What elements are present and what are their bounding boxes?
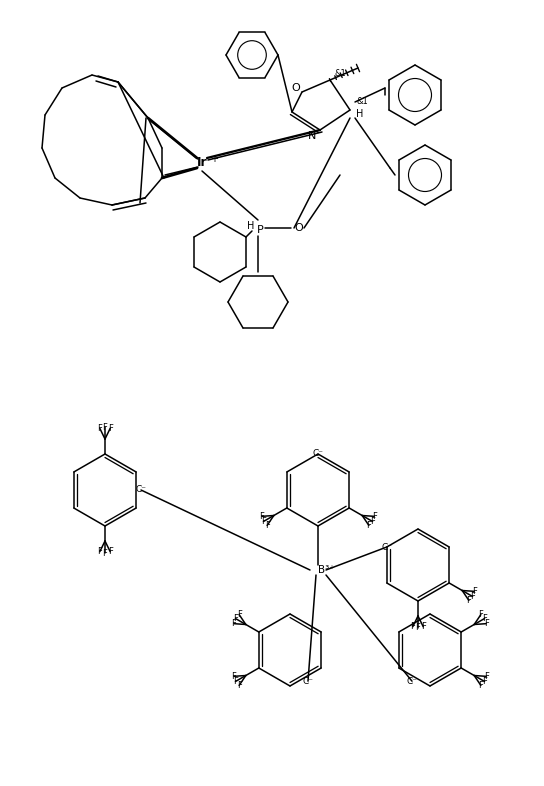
Text: P: P (257, 225, 263, 235)
Text: F: F (259, 512, 264, 521)
Text: &1: &1 (356, 97, 368, 106)
Text: C⁻: C⁻ (381, 542, 392, 552)
Text: F: F (370, 517, 375, 526)
Text: F: F (261, 517, 266, 526)
Text: F: F (265, 521, 270, 530)
Text: C⁻: C⁻ (135, 486, 146, 494)
Text: F: F (233, 614, 238, 623)
Text: F: F (97, 547, 102, 556)
Text: B³⁺: B³⁺ (318, 565, 335, 575)
Text: F: F (466, 596, 471, 605)
Text: N: N (308, 131, 316, 141)
Text: F: F (108, 547, 113, 556)
Text: F: F (482, 614, 487, 623)
Text: F: F (233, 677, 238, 686)
Text: F: F (237, 681, 242, 690)
Text: F: F (97, 424, 102, 433)
Text: F: F (410, 623, 415, 631)
Text: C⁻: C⁻ (312, 450, 324, 458)
Text: F: F (484, 619, 489, 628)
Text: &1: &1 (334, 69, 346, 79)
Text: C⁻: C⁻ (406, 677, 417, 685)
Text: F: F (372, 512, 376, 521)
Text: F: F (484, 672, 489, 681)
Text: F: F (108, 424, 113, 433)
Text: F: F (482, 677, 487, 686)
Text: C⁻: C⁻ (302, 677, 313, 685)
Text: F: F (416, 623, 421, 633)
Text: F: F (478, 610, 483, 619)
Text: F: F (367, 521, 372, 530)
Text: F: F (237, 610, 242, 619)
Text: +: + (210, 154, 218, 164)
Text: F: F (478, 681, 483, 690)
Text: F: F (472, 587, 477, 596)
Text: F: F (470, 592, 475, 601)
Text: F: F (231, 619, 236, 628)
Text: F: F (231, 672, 236, 681)
Text: Ir: Ir (197, 156, 207, 170)
Text: F: F (103, 549, 107, 557)
Text: F: F (421, 623, 426, 631)
Text: O: O (295, 223, 304, 233)
Text: F: F (103, 423, 107, 432)
Text: H: H (248, 221, 255, 231)
Text: H: H (356, 109, 364, 119)
Text: O: O (292, 83, 300, 93)
